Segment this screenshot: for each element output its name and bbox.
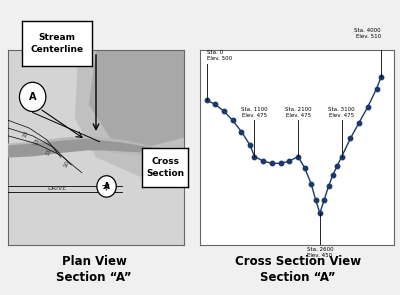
Circle shape — [97, 176, 116, 197]
Text: 13: 13 — [33, 137, 40, 147]
Polygon shape — [8, 139, 184, 158]
Text: Sta. 2100
Elev. 475: Sta. 2100 Elev. 475 — [285, 107, 312, 118]
Text: Sta. 2600
Elev. 450: Sta. 2600 Elev. 450 — [306, 247, 333, 258]
Text: Sta. 1100
Elev. 475: Sta. 1100 Elev. 475 — [241, 107, 268, 118]
Text: DRIVE: DRIVE — [48, 186, 67, 191]
Text: 11: 11 — [45, 147, 53, 156]
Text: Sta. 4000
Elev. 510: Sta. 4000 Elev. 510 — [354, 28, 381, 39]
Text: Stream
Centerline: Stream Centerline — [30, 33, 84, 54]
Polygon shape — [8, 136, 184, 163]
Text: Sta. 0
Elev. 500: Sta. 0 Elev. 500 — [206, 50, 232, 61]
Text: Plan View
Section “A”: Plan View Section “A” — [56, 255, 132, 284]
Text: Cross Section View
Section “A”: Cross Section View Section “A” — [235, 255, 361, 284]
Text: Cross
Section: Cross Section — [146, 157, 184, 178]
Polygon shape — [75, 50, 184, 177]
Text: 15: 15 — [22, 130, 30, 139]
Polygon shape — [89, 50, 184, 148]
Text: A: A — [29, 92, 36, 102]
Text: 10: 10 — [62, 159, 70, 168]
Text: Sta. 3100
Elev. 475: Sta. 3100 Elev. 475 — [328, 107, 355, 118]
Circle shape — [20, 82, 46, 112]
Text: A: A — [104, 182, 110, 191]
